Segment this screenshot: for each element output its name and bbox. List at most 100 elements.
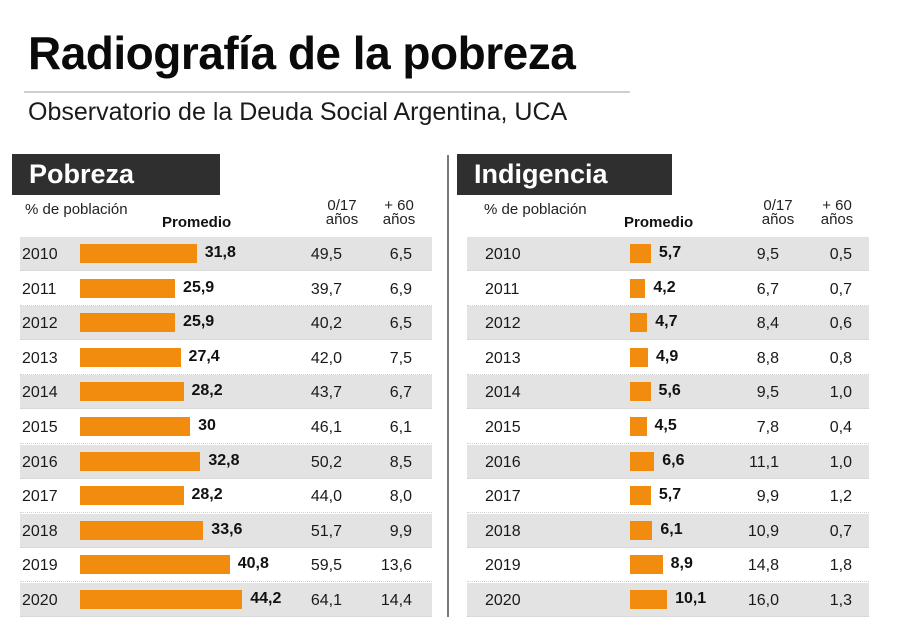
value-0-17: 50,2: [310, 453, 342, 471]
value-0-17: 8,4: [756, 315, 779, 333]
promedio-bar: [80, 278, 176, 298]
promedio-value-label: 31,8: [204, 244, 236, 261]
column-header-0-17-bottom: años: [325, 211, 359, 228]
promedio-value-label: 44,2: [250, 590, 282, 607]
promedio-bar: [80, 347, 181, 367]
column-header-0-17: 0/17 años: [322, 198, 362, 228]
promedio-value-label: 40,8: [237, 555, 269, 573]
promedio-value-label: 30: [198, 417, 216, 434]
year-label: 2013: [485, 349, 521, 367]
year-label: 2011: [22, 280, 57, 298]
indigencia-row: 2012 4,7 8,4 0,6: [467, 306, 869, 341]
title-rule: [24, 91, 630, 93]
year-label: 2010: [22, 246, 58, 263]
column-header-0-17: 0/17 años: [758, 198, 798, 227]
promedio-bar: [80, 451, 201, 471]
promedio-bar: [630, 382, 651, 402]
value-60-plus: 8,5: [389, 453, 412, 471]
promedio-bar: [80, 486, 184, 506]
value-60-plus: 13,6: [380, 557, 412, 575]
promedio-value-label: 28,2: [191, 382, 223, 400]
value-0-17: 7,8: [756, 419, 779, 436]
promedio-value-label: 25,9: [183, 278, 215, 296]
value-60-plus: 1,0: [829, 453, 852, 471]
value-60-plus: 7,5: [389, 349, 412, 367]
unit-label: % de población: [484, 201, 587, 218]
column-header-60: + 60 años: [814, 198, 860, 228]
value-0-17: 51,7: [310, 522, 342, 540]
year-label: 2015: [22, 419, 58, 436]
promedio-value-label: 5,6: [658, 382, 681, 400]
value-60-plus: 0,7: [829, 522, 852, 540]
value-60-plus: 6,5: [389, 246, 412, 263]
promedio-bar: [80, 382, 184, 402]
value-0-17: 40,2: [310, 315, 342, 333]
year-label: 2015: [485, 419, 521, 436]
promedio-bar: [80, 555, 230, 575]
promedio-value-label: 10,1: [675, 590, 707, 607]
year-label: 2018: [485, 522, 521, 540]
value-0-17: 10,9: [747, 522, 779, 540]
promedio-value-label: 5,7: [658, 486, 682, 504]
value-0-17: 6,7: [756, 280, 779, 298]
value-60-plus: 6,1: [389, 419, 412, 436]
column-header-60-bottom: años: [820, 211, 854, 228]
value-0-17: 64,1: [310, 592, 342, 609]
pobreza-header: Pobreza: [12, 154, 220, 195]
year-label: 2012: [22, 315, 58, 333]
promedio-bar: [630, 555, 663, 575]
pobreza-row: 2020 44,2 64,1 14,4: [20, 583, 432, 617]
page-title: Radiografía de la pobreza: [28, 27, 576, 79]
column-header-60: + 60 años: [376, 197, 422, 228]
indigencia-row: 2015 4,5 7,8 0,4: [467, 410, 869, 444]
promedio-value-label: 32,8: [208, 451, 240, 469]
year-label: 2019: [485, 557, 521, 575]
promedio-value-label: 4,2: [653, 278, 676, 296]
year-label: 2020: [485, 592, 521, 609]
value-60-plus: 1,0: [829, 384, 852, 402]
indigencia-row: 2013 4,9 8,8 0,8: [467, 341, 869, 375]
promedio-value-label: 4,7: [655, 313, 678, 331]
value-60-plus: 0,4: [829, 419, 852, 436]
value-60-plus: 9,9: [389, 522, 412, 540]
year-label: 2013: [22, 349, 58, 367]
value-60-plus: 1,2: [829, 488, 852, 506]
indigencia-row: 2011 4,2 6,7 0,7: [467, 272, 869, 306]
promedio-bar: [630, 451, 655, 471]
pobreza-row: 2012 25,9 40,2 6,5: [20, 306, 432, 341]
promedio-bar: [80, 520, 204, 540]
year-label: 2016: [485, 453, 521, 471]
value-0-17: 9,5: [756, 246, 779, 263]
value-0-17: 16,0: [747, 592, 779, 609]
value-60-plus: 0,6: [829, 315, 852, 333]
value-60-plus: 1,8: [829, 557, 852, 575]
promedio-value-label: 27,4: [188, 347, 220, 365]
column-header-60-bottom: años: [382, 211, 416, 228]
value-0-17: 8,8: [756, 349, 779, 367]
page-subtitle: Observatorio de la Deuda Social Argentin…: [28, 98, 568, 126]
indigencia-row: 2017 5,7 9,9 1,2: [467, 479, 869, 514]
year-label: 2019: [22, 557, 58, 575]
pobreza-row: 2010 31,8 49,5 6,5: [20, 237, 432, 271]
promedio-value-label: 28,2: [191, 486, 223, 504]
promedio-bar: [630, 278, 646, 298]
value-0-17: 49,5: [310, 246, 342, 263]
promedio-value-label: 6,1: [660, 520, 683, 538]
promedio-header: Promedio: [624, 214, 694, 231]
year-label: 2020: [22, 592, 58, 609]
promedio-bar: [630, 590, 668, 609]
pobreza-row: 2016 32,8 50,2 8,5: [20, 444, 432, 479]
promedio-value-label: 33,6: [211, 520, 243, 538]
value-0-17: 43,7: [310, 384, 342, 402]
promedio-header: Promedio: [162, 214, 232, 231]
pobreza-row: 2017 28,2 44,0 8,0: [20, 479, 432, 514]
value-60-plus: 14,4: [380, 592, 412, 609]
pobreza-row: 2015 30 46,1 6,1: [20, 410, 432, 444]
indigencia-row: 2018 6,1 10,9 0,7: [467, 513, 869, 548]
value-0-17: 39,7: [310, 280, 342, 298]
value-60-plus: 0,7: [829, 280, 852, 298]
indigencia-row: 2010 5,7 9,5 0,5: [467, 237, 869, 271]
value-0-17: 9,9: [756, 488, 779, 506]
column-header-60-top: + 60: [384, 197, 414, 214]
promedio-bar: [80, 417, 191, 436]
